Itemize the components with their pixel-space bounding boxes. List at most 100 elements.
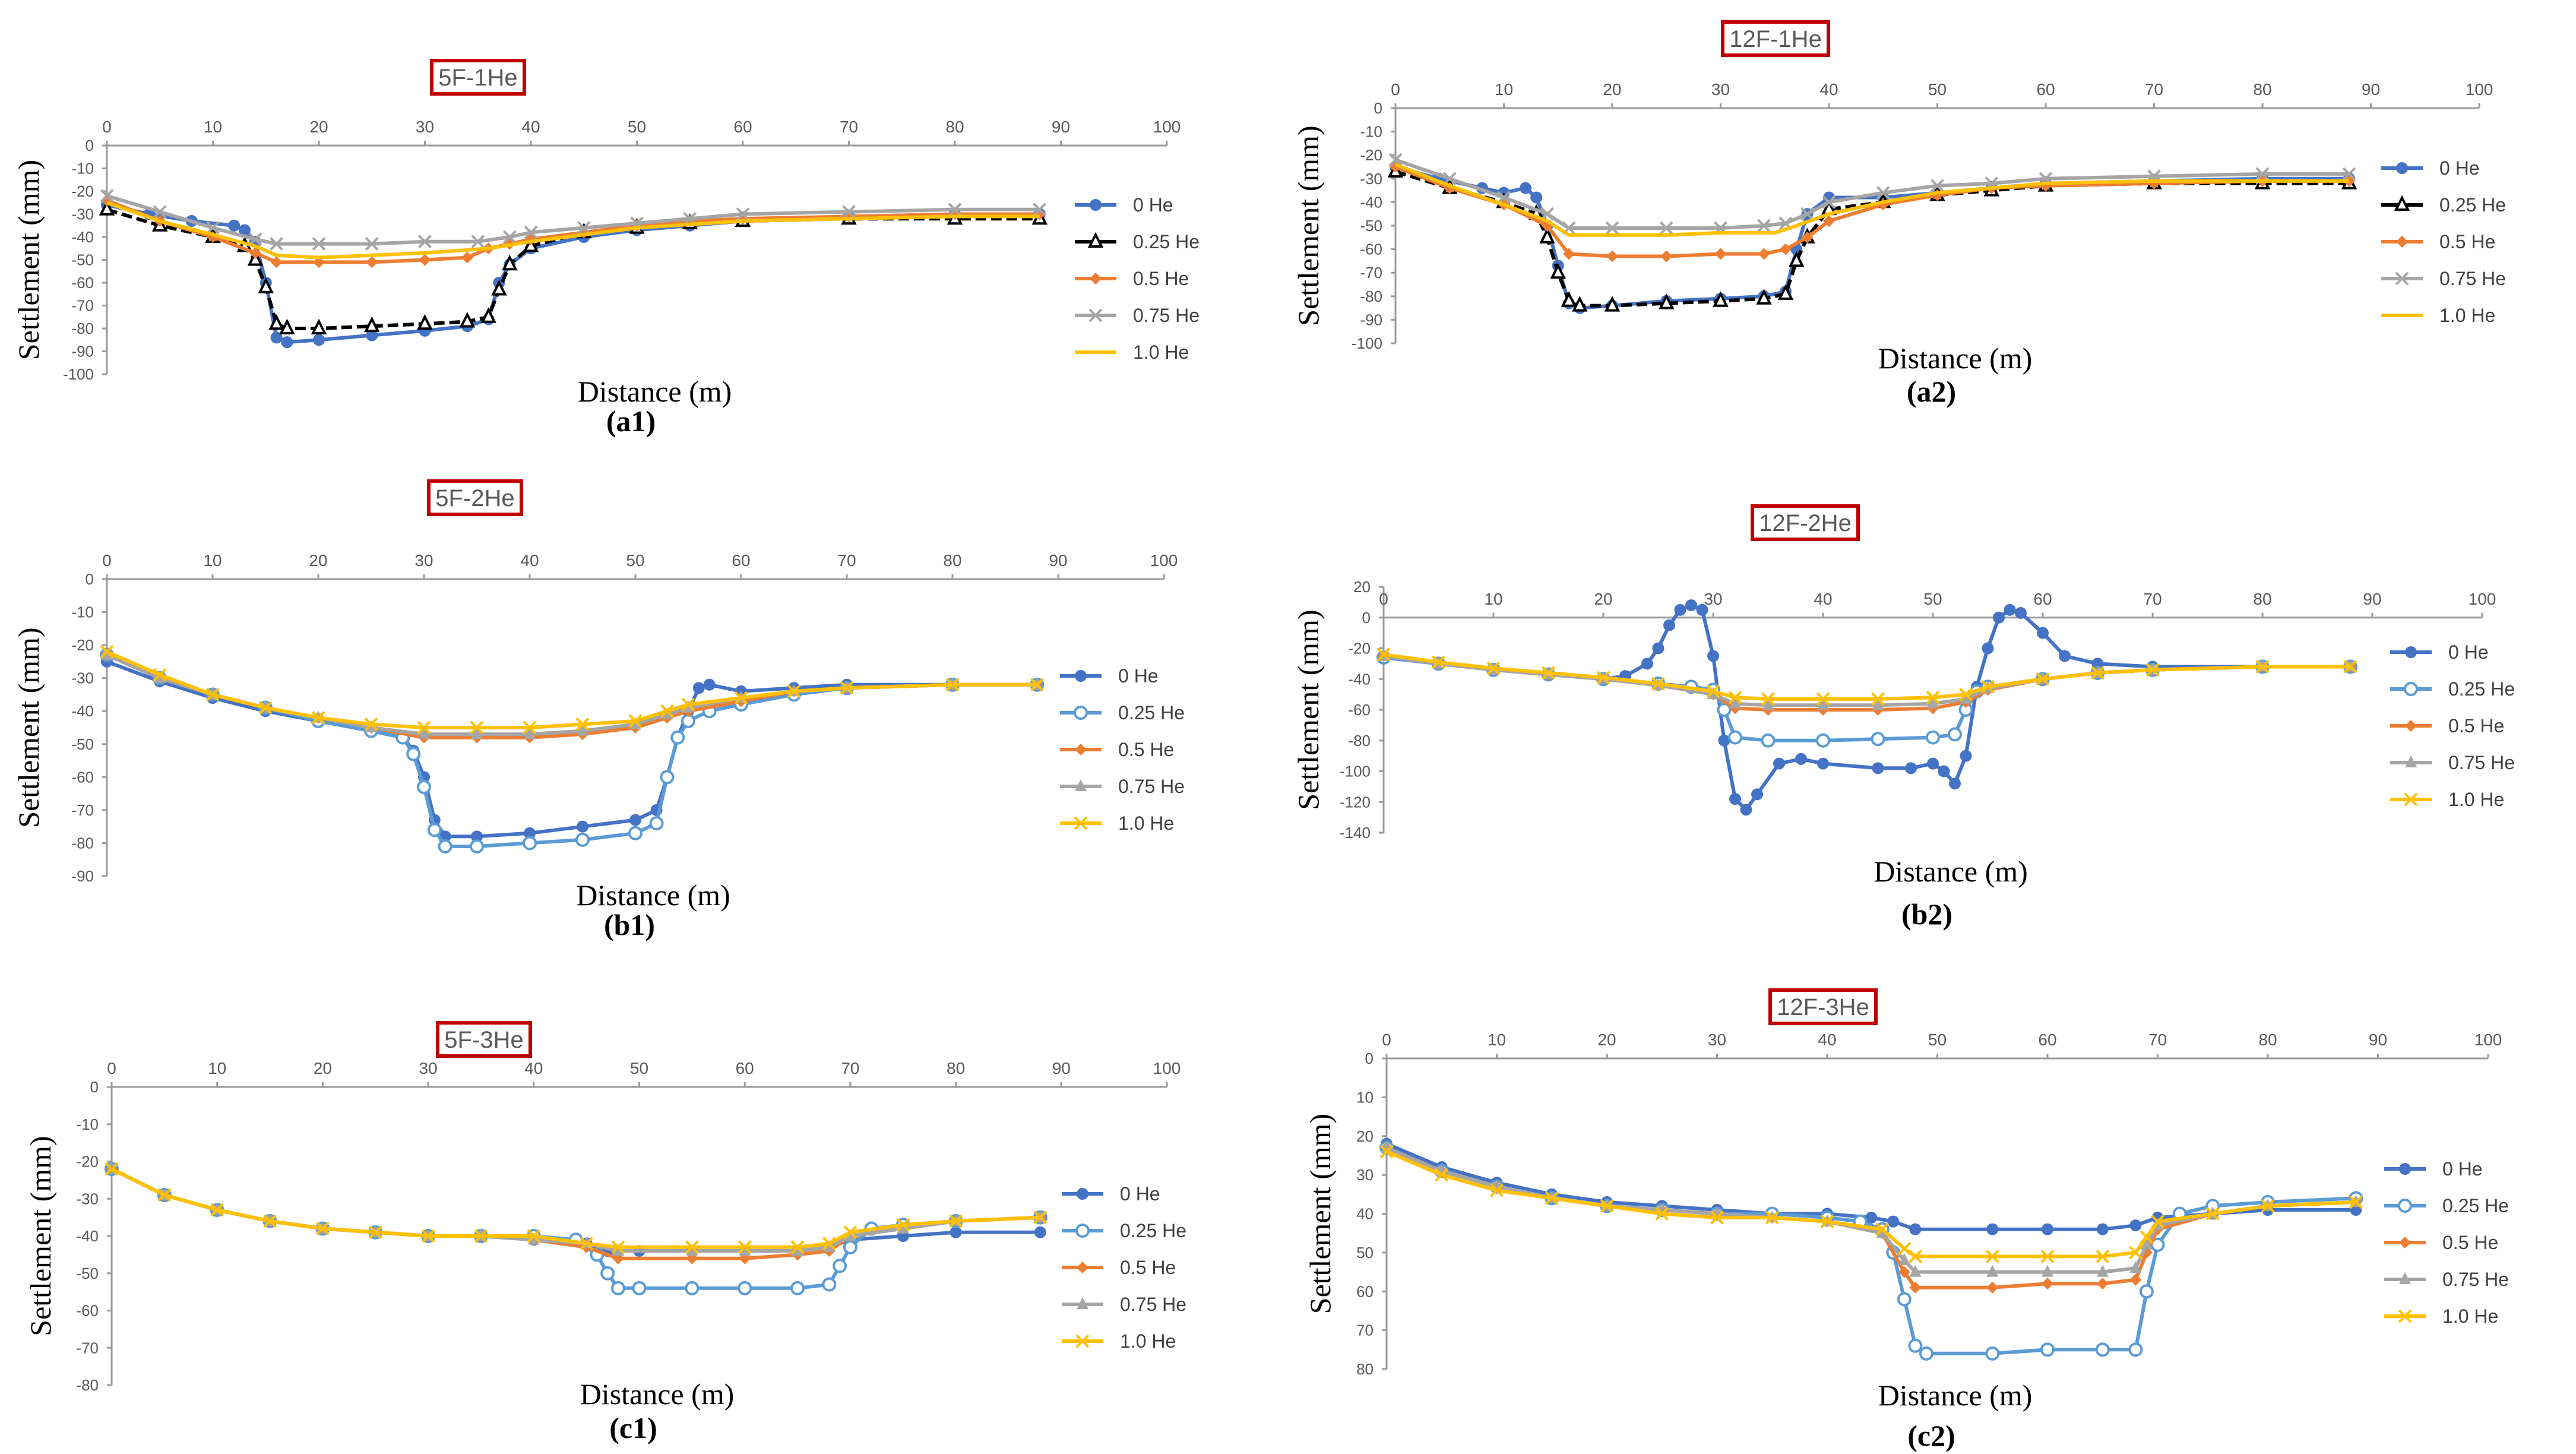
legend-label: 0.5 He xyxy=(2442,1232,2498,1253)
y-tick-label: -40 xyxy=(1360,193,1382,211)
series-0.75-he xyxy=(100,189,1047,251)
legend-marker xyxy=(2405,720,2417,732)
x-tick-label: 90 xyxy=(1052,118,1070,136)
legend-label: 0.75 He xyxy=(1118,776,1185,797)
series-1.0-he xyxy=(1379,1145,2363,1263)
data-point xyxy=(1696,603,1708,616)
panel-tag: 5F-1He xyxy=(438,65,517,91)
data-point xyxy=(1908,1249,1922,1263)
data-point xyxy=(1938,765,1950,777)
y-tick-label: -40 xyxy=(76,1227,99,1245)
data-point xyxy=(575,832,590,847)
data-point xyxy=(2129,1219,2142,1232)
data-point xyxy=(1718,734,1730,747)
data-point xyxy=(629,814,641,826)
data-point xyxy=(1959,687,1973,701)
legend-marker xyxy=(2396,236,2408,248)
x-tick-label: 90 xyxy=(1049,551,1067,570)
data-point xyxy=(1898,1266,1910,1278)
data-point xyxy=(1876,1226,1888,1238)
legend-label: 0.75 He xyxy=(2442,1269,2509,1290)
data-point xyxy=(610,1281,625,1295)
data-point xyxy=(311,318,327,334)
legend-label: 0.25 He xyxy=(2442,1195,2509,1216)
data-point xyxy=(502,254,518,271)
data-point xyxy=(459,311,476,328)
panel-caption: (a1) xyxy=(606,404,656,438)
data-point xyxy=(1542,666,1555,680)
legend-label: 0.5 He xyxy=(1118,739,1174,760)
data-point xyxy=(100,644,114,659)
data-point xyxy=(2140,1237,2153,1250)
x-tick-label: 30 xyxy=(414,551,433,570)
data-point xyxy=(1872,762,1884,775)
legend-label: 0.25 He xyxy=(1118,702,1185,723)
data-point xyxy=(1926,690,1940,704)
data-point xyxy=(1765,1210,1779,1225)
data-point xyxy=(734,691,748,705)
y-axis-title: Settlement (mm) xyxy=(12,160,45,360)
x-axis-title: Distance (m) xyxy=(580,1377,735,1411)
x-tick-label: 100 xyxy=(1153,1059,1181,1077)
x-axis-title: Distance (m) xyxy=(576,878,730,912)
legend-label: 1.0 He xyxy=(2448,789,2504,810)
panel-tag-box xyxy=(1721,20,1830,57)
series-1.0-he xyxy=(106,201,1040,260)
series-0.25-he xyxy=(99,200,1048,334)
panel-caption: (b1) xyxy=(604,908,655,941)
data-point xyxy=(1604,296,1621,312)
data-point xyxy=(580,1237,594,1250)
legend-label: 0.5 He xyxy=(2439,231,2495,252)
data-point xyxy=(366,329,378,342)
data-point xyxy=(419,254,431,266)
data-point xyxy=(1655,1207,1669,1221)
x-tick-label: 70 xyxy=(2143,590,2162,608)
data-point xyxy=(1651,677,1665,691)
data-point xyxy=(315,1222,330,1235)
data-point xyxy=(2042,1265,2053,1277)
y-tick-label: -40 xyxy=(71,702,94,720)
data-point xyxy=(471,727,483,739)
y-tick-label: -20 xyxy=(1348,640,1371,658)
data-point xyxy=(2059,650,2071,662)
y-tick-label: 0 xyxy=(1362,609,1371,627)
x-tick-label: 0 xyxy=(1379,590,1388,608)
data-point xyxy=(368,1225,382,1240)
x-tick-label: 80 xyxy=(947,1059,965,1077)
panel-tag-box xyxy=(1751,504,1860,541)
data-point xyxy=(1908,1338,1923,1353)
y-tick-label: -90 xyxy=(71,867,94,885)
data-point xyxy=(1034,1226,1046,1238)
data-point xyxy=(2140,1230,2154,1244)
y-tick-label: -100 xyxy=(1352,334,1382,352)
data-point xyxy=(270,237,284,251)
legend-label: 0 He xyxy=(2442,1158,2483,1180)
data-point xyxy=(417,314,433,330)
legend-label: 1.0 He xyxy=(1120,1330,1176,1352)
x-tick-label: 0 xyxy=(1391,80,1400,99)
data-point xyxy=(2349,1195,2363,1209)
data-point xyxy=(1986,1281,1999,1294)
data-point xyxy=(1985,1249,1999,1263)
y-tick-label: -40 xyxy=(1348,670,1371,688)
data-point xyxy=(491,280,507,296)
data-point xyxy=(1605,221,1619,235)
data-point xyxy=(2095,1342,2110,1357)
series-0.75-he xyxy=(1388,153,2356,235)
data-point xyxy=(1685,599,1697,612)
data-point xyxy=(1379,1145,1394,1159)
x-tick-label: 100 xyxy=(2469,590,2496,608)
x-tick-label: 100 xyxy=(2474,1031,2502,1049)
data-point xyxy=(1758,248,1770,260)
panel-tag-box xyxy=(430,59,526,96)
series-0-he xyxy=(1381,1137,2362,1235)
series-line xyxy=(110,1167,1040,1260)
data-point xyxy=(2040,1249,2055,1263)
data-point xyxy=(524,225,538,239)
data-point xyxy=(311,710,325,725)
legend-marker xyxy=(2404,792,2418,807)
y-tick-label: -100 xyxy=(63,365,94,383)
data-point xyxy=(833,1259,847,1273)
legend-marker xyxy=(1074,706,1088,720)
data-point xyxy=(1706,684,1720,698)
